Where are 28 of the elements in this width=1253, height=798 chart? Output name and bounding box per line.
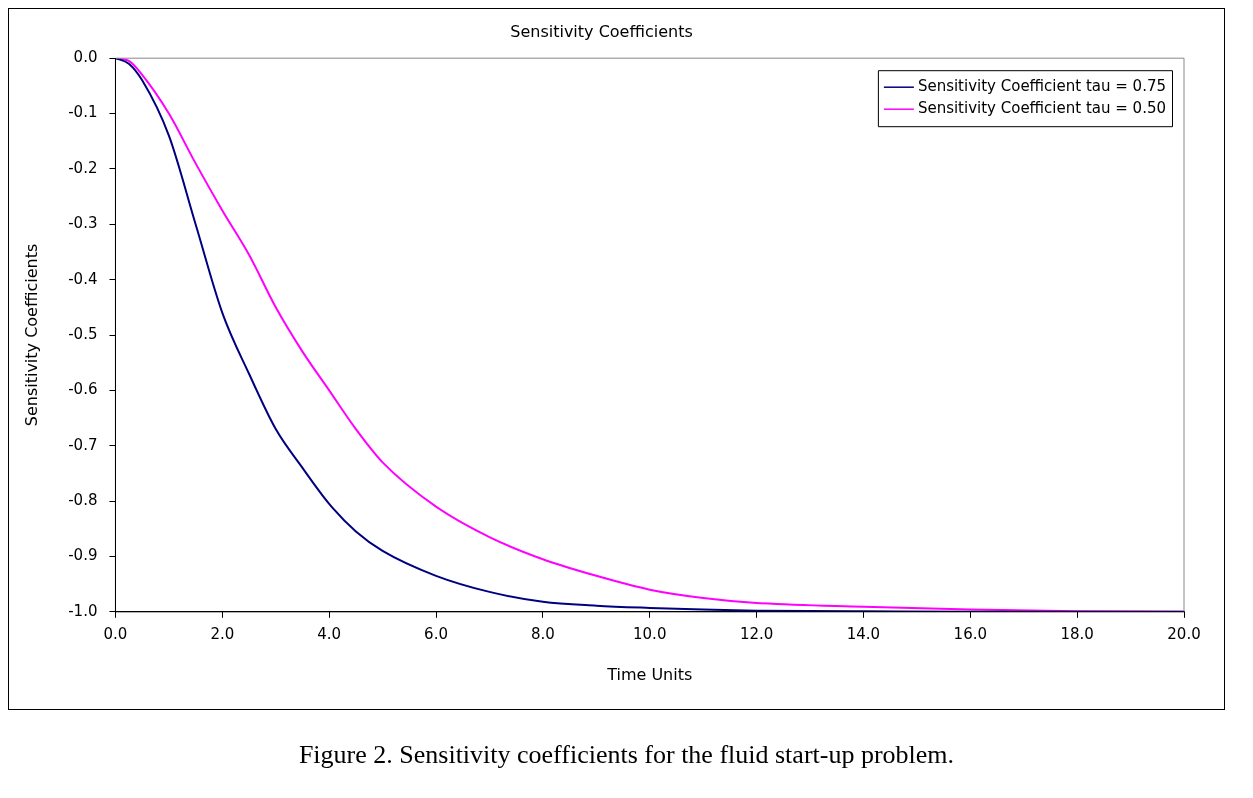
y-tick-label: 0.0 — [73, 48, 98, 67]
chart-title: Sensitivity Coefficients — [510, 21, 693, 41]
y-tick-label: -0.9 — [68, 546, 98, 565]
y-tick-label: -0.2 — [68, 158, 98, 177]
x-tick-label: 0.0 — [103, 624, 128, 643]
x-tick-label: 8.0 — [530, 624, 555, 643]
x-tick-label: 14.0 — [846, 624, 881, 643]
y-tick-label: -0.5 — [68, 324, 98, 343]
y-tick-label: -0.4 — [68, 269, 98, 288]
legend-label: Sensitivity Coefficient tau = 0.75 — [917, 77, 1166, 96]
y-tick-label: -0.8 — [68, 490, 98, 509]
y-tick-label: -1.0 — [68, 601, 98, 620]
x-axis-title: Time Units — [606, 664, 693, 684]
legend-label: Sensitivity Coefficient tau = 0.50 — [917, 99, 1166, 118]
x-tick-label: 12.0 — [739, 624, 774, 643]
caption: Figure 2. Sensitivity coefficients for the fluid start-up problem. — [297, 740, 956, 770]
y-tick-label: -0.6 — [68, 380, 98, 399]
x-tick-label: 6.0 — [424, 624, 448, 643]
x-tick-label: 16.0 — [953, 624, 987, 643]
x-tick-label: 4.0 — [317, 624, 342, 643]
x-tick-label: 20.0 — [1167, 624, 1201, 643]
y-tick-label: -0.1 — [68, 103, 98, 122]
y-tick-label: -0.7 — [68, 435, 98, 454]
x-tick-label: 10.0 — [633, 624, 667, 643]
y-tick-label: -0.3 — [68, 214, 98, 233]
x-tick-label: 2.0 — [210, 624, 235, 643]
x-tick-label: 18.0 — [1060, 624, 1094, 643]
y-axis-title: Sensitivity Coefficients — [21, 243, 41, 427]
